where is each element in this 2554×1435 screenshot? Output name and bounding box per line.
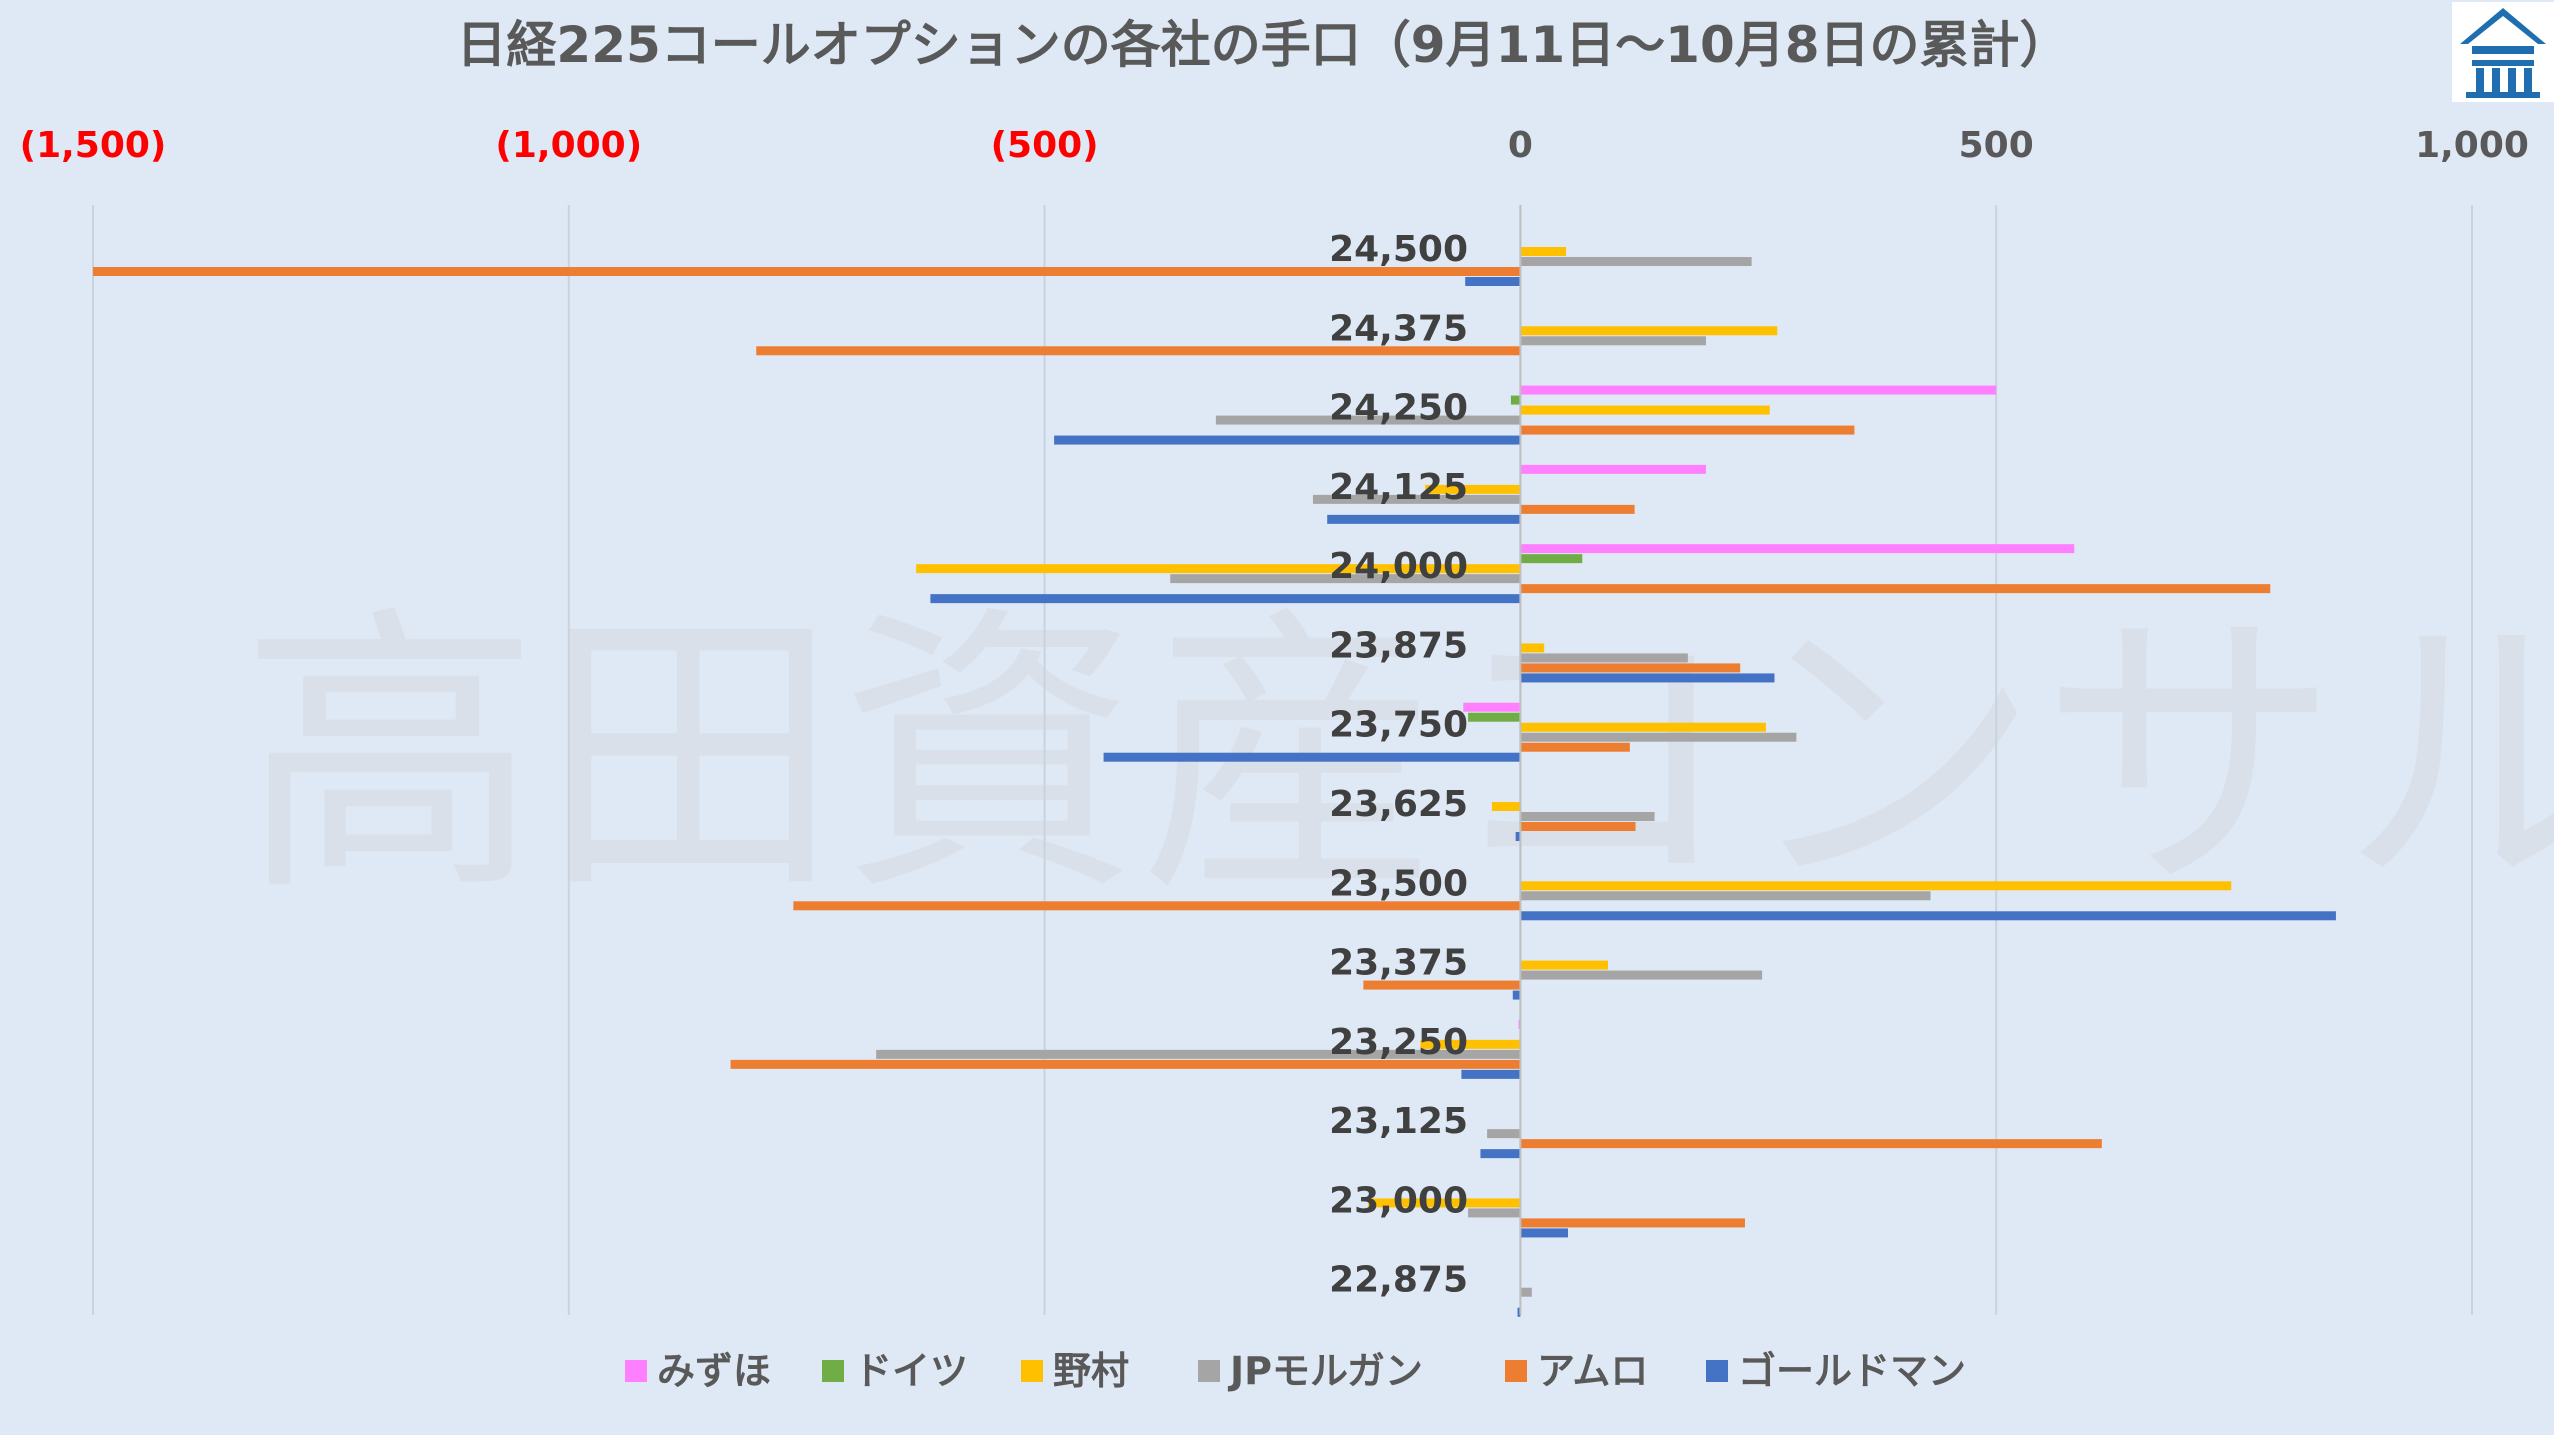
bar [1420,1039,1521,1049]
bar [1520,722,1766,732]
category-label: 24,250 [1329,388,1468,429]
category-label: 24,000 [1329,546,1468,587]
bar [1512,990,1521,1000]
category-label: 22,875 [1329,1260,1468,1301]
legend-label: アムロ [1537,1349,1648,1393]
bar [1520,742,1630,752]
bar [1520,911,2336,921]
category-label: 23,875 [1329,625,1468,666]
category-label: 24,500 [1329,229,1468,270]
x-tick-label: (1,000) [495,125,642,166]
bar [1520,554,1583,564]
category-label: 23,625 [1329,784,1468,825]
legend-swatch [822,1360,844,1382]
bar [1520,504,1635,514]
bar [1520,544,2075,554]
bar [1103,752,1521,762]
bar [1520,464,1706,474]
legend-swatch [1021,1360,1043,1382]
bar [1517,1307,1521,1317]
bar [1520,1287,1532,1297]
bar [1520,643,1545,653]
bar [93,267,1521,276]
legend-swatch [625,1360,647,1382]
bar [1520,663,1741,673]
legend: みずほ ドイツ 野村 JPモルガン アムロ ゴールドマン [625,1349,1966,1393]
legend-label: 野村 [1053,1349,1129,1393]
bar [730,1059,1521,1069]
x-axis-ticks: (1,500) (1,000) (500) 0 500 1,000 [20,125,2529,166]
bar [1520,732,1797,742]
category-label: 23,250 [1329,1022,1468,1063]
bar [793,901,1521,911]
bar [1520,257,1752,266]
category-label: 24,375 [1329,308,1468,349]
bar [1425,484,1521,494]
bar [1520,960,1608,970]
legend-swatch [1505,1360,1527,1382]
bar [1480,1149,1521,1159]
bar [876,1049,1521,1059]
bar [1312,494,1521,504]
bar [1520,1218,1745,1228]
legend-label: ドイツ [854,1349,968,1393]
bar [916,564,1521,574]
bar [1520,891,1931,901]
bars [93,205,2336,1317]
bar [1520,1228,1568,1238]
bar [1520,822,1636,831]
bar [1520,247,1567,256]
bar [1465,277,1521,286]
x-tick-label: 0 [1508,125,1533,166]
category-label: 24,125 [1329,467,1468,508]
category-label: 23,750 [1329,705,1468,746]
bar [1520,405,1770,415]
x-tick-label: 1,000 [2415,125,2529,166]
bar [1520,336,1706,346]
bar [1461,1069,1521,1079]
bar [1215,415,1521,425]
legend-swatch [1706,1360,1728,1382]
bar [1515,832,1521,841]
bar [1463,702,1521,712]
bar [1510,395,1521,405]
bar [1520,385,1997,395]
bar [1520,653,1688,663]
bar [1520,1139,2102,1149]
bar [1520,326,1778,336]
bar [1520,881,2232,891]
bar [1487,1129,1521,1139]
x-tick-label: (1,500) [20,125,167,166]
chart-title: 日経225コールオプションの各社の手口（9月11日～10月8日の累計） [456,16,2069,74]
category-label: 23,375 [1329,943,1468,984]
bar [1520,584,2271,594]
bar [1520,425,1855,435]
legend-label: ゴールドマン [1738,1349,1966,1393]
legend-swatch [1198,1360,1220,1382]
bar [1491,802,1521,811]
category-label: 23,000 [1329,1180,1468,1221]
category-label: 23,500 [1329,863,1468,904]
bar [1468,1208,1521,1218]
bar [1468,712,1521,722]
bar [1170,574,1521,584]
bar [1520,970,1763,980]
bar [756,346,1521,356]
bar [1363,980,1521,990]
bar [1520,812,1655,821]
house-logo-icon [2452,2,2554,102]
x-tick-label: 500 [1959,125,2034,166]
bar [930,594,1521,604]
legend-label: みずほ [657,1349,771,1393]
bar [1327,514,1521,524]
bar [1054,435,1521,445]
category-label: 23,125 [1329,1101,1468,1142]
legend-label: JPモルガン [1227,1349,1423,1393]
x-tick-label: (500) [991,125,1099,166]
bar [1368,1198,1521,1208]
bar [1520,673,1775,683]
category-labels: 24,500 24,375 24,250 24,125 24,000 23,875 23,7… [1329,229,1468,1301]
